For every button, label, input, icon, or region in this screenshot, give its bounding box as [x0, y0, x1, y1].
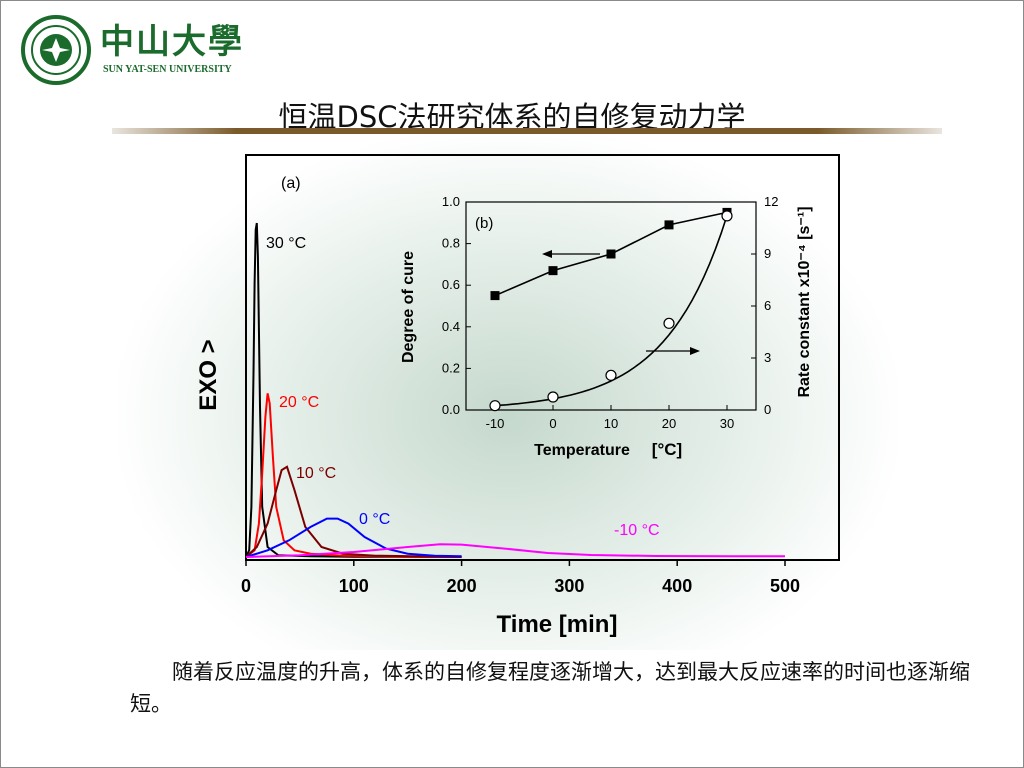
y-tick-label-b-right: 9: [764, 246, 771, 261]
y-tick-label-b-left: 0.4: [442, 319, 460, 334]
y-axis-label-a: EXO >: [195, 339, 222, 410]
series-line-a: [245, 543, 785, 558]
series-label-a: 20 °C: [279, 394, 319, 411]
x-axis-label-b: Temperature: [534, 442, 630, 459]
x-tick-label-a: 0: [241, 576, 251, 596]
plot-a-frame: [245, 154, 840, 561]
rate-constant-point: [663, 317, 675, 329]
y-tick-label-b-left: 1.0: [442, 194, 460, 209]
x-tick-label-a: 400: [662, 576, 692, 596]
series-label-a: -10 °C: [614, 522, 660, 539]
y-tick-label-b-right: 12: [764, 194, 778, 209]
arrow-left-icon: [542, 250, 600, 258]
degree-of-cure-point: [606, 249, 616, 259]
y-tick-label-b-right: 6: [764, 298, 771, 313]
y-tick-label-b-left: 0.6: [442, 277, 460, 292]
x-tick-label-b: 30: [720, 416, 734, 431]
y-tick-label-b-right: 0: [764, 402, 771, 417]
series-label-a: 30 °C: [266, 235, 306, 252]
logo-chinese-name: 中山大學: [100, 22, 244, 62]
y-tick-label-b-left: 0.0: [442, 402, 460, 417]
university-seal-icon: [21, 15, 91, 85]
panel-b-label: (b): [475, 215, 493, 232]
x-tick-label-a: 300: [554, 576, 584, 596]
series-line-a: [245, 222, 462, 558]
y-tick-label-b-right: 3: [764, 350, 771, 365]
x-tick-label-a: 100: [339, 576, 369, 596]
degree-of-cure-point: [664, 220, 674, 230]
x-tick-label-b: 20: [662, 416, 676, 431]
degree-of-cure-point: [490, 291, 500, 301]
x-tick-label-b: -10: [486, 416, 505, 431]
series-line-a: [245, 465, 462, 558]
arrow-right-icon: [646, 347, 700, 355]
rate-constant-point: [721, 210, 733, 222]
y-tick-label-b-left: 0.2: [442, 360, 460, 375]
slide-caption: 随着反应温度的升高，体系的自修复程度逐渐增大，达到最大反应速率的时间也逐渐缩短。: [130, 660, 970, 716]
y-tick-label-b-left: 0.8: [442, 236, 460, 251]
rate-constant-curve: [494, 215, 728, 407]
logo-english-name: SUN YAT-SEN UNIVERSITY: [103, 64, 232, 75]
y-axis-label-b-left: Degree of cure: [400, 251, 417, 363]
x-axis-unit-b-value: °C: [657, 440, 676, 459]
x-tick-label-b: 10: [604, 416, 618, 431]
background-photo: [118, 130, 898, 650]
x-tick-label-b: 0: [549, 416, 556, 431]
panel-a-label: (a): [281, 175, 301, 192]
rate-constant-point: [605, 369, 617, 381]
degree-of-cure-point: [548, 266, 558, 276]
series-label-a: 10 °C: [296, 465, 336, 482]
series-line-a: [245, 393, 462, 558]
series-label-a: 0 °C: [359, 511, 390, 528]
rate-constant-point: [489, 400, 501, 412]
x-axis-unit-b: [°C]: [652, 440, 682, 459]
university-logo: [20, 14, 260, 86]
x-tick-label-a: 500: [770, 576, 800, 596]
y-axis-label-b-right: Rate constant x10⁻⁴ [s⁻¹]: [796, 206, 813, 397]
x-tick-label-a: 200: [447, 576, 477, 596]
rate-constant-point: [547, 391, 559, 403]
x-axis-label-a: Time [min]: [497, 611, 618, 638]
title-underline: [112, 128, 942, 134]
series-line-a: [245, 517, 462, 558]
